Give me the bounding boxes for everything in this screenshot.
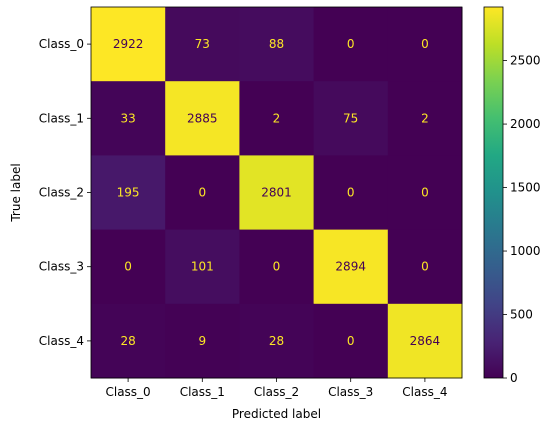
colorbar [483,6,504,379]
cell-value-label: 2864 [410,334,441,348]
colorbar-tick-label: 2500 [510,54,541,68]
cell-value-label: 195 [117,186,140,200]
cell-value-label: 88 [269,37,284,51]
heatmap-cell [239,155,315,231]
cell-value-labels: 2922 73 88 0 0 33 2885 2 75 2 195 0 2801 0 0 0 101 0 2894 0… [113,37,440,348]
colorbar-ticks: 0 500 1000 1500 2000 2500 [503,54,541,385]
cell-value-label: 2885 [187,111,218,125]
cell-value-label: 0 [273,260,281,274]
heatmap-cell [165,7,240,82]
y-axis-ticks: Class_0 Class_1 Class_2 Class_3 Class_4 [39,37,91,348]
cell-value-label: 0 [198,186,206,200]
heatmap-cell [387,303,463,379]
heatmap-cell [165,155,240,231]
colorbar-tick-label: 1500 [510,181,541,195]
cell-value-label: 0 [421,186,429,200]
heatmap-cell [91,303,166,379]
y-tick-label: Class_2 [39,186,84,200]
cell-value-label: 73 [195,37,210,51]
heatmap-cell [239,303,315,379]
x-tick-label: Class_2 [254,385,299,399]
heatmap-cell [239,7,315,82]
cell-value-label: 33 [120,111,135,125]
colorbar-tick-label: 500 [510,308,533,322]
heatmap-cell [313,229,389,305]
heatmap-cell [387,7,463,82]
heatmap-cell [91,155,166,231]
y-tick-label: Class_3 [39,260,84,274]
cell-value-label: 2 [421,111,429,125]
heatmap-cell [387,155,463,231]
cell-value-label: 0 [347,37,355,51]
cell-value-label: 2 [273,111,281,125]
cell-value-label: 0 [421,37,429,51]
cell-value-label: 101 [191,260,214,274]
colorbar-tick-label: 2000 [510,117,541,131]
heatmap-cell [91,81,166,156]
heatmap-cell [387,81,463,156]
cell-value-label: 9 [198,334,206,348]
cell-value-label: 0 [347,334,355,348]
x-axis-ticks: Class_0 Class_1 Class_2 Class_3 Class_4 [105,378,448,399]
cell-value-label: 0 [347,186,355,200]
heatmap-cells [91,7,463,379]
x-tick-label: Class_0 [105,385,150,399]
x-tick-label: Class_4 [402,385,447,399]
heatmap-cell [313,155,389,231]
y-axis-label: True label [9,163,23,222]
cell-value-label: 2922 [113,37,144,51]
x-axis-label: Predicted label [232,407,321,421]
heatmap-cell [91,7,166,82]
heatmap-cell [91,229,166,305]
x-tick-label: Class_3 [328,385,373,399]
cell-value-label: 0 [421,260,429,274]
y-tick-label: Class_4 [39,334,84,348]
cell-value-label: 28 [269,334,284,348]
heatmap-cell [165,229,240,305]
heatmap-cell [387,229,463,305]
heatmap-cell [165,303,240,379]
colorbar-tick-label: 0 [510,371,518,385]
cell-value-label: 28 [120,334,135,348]
cell-value-label: 2801 [261,186,292,200]
heatmap-cell [313,303,389,379]
heatmap-cell [239,81,315,156]
cell-value-label: 75 [343,111,358,125]
heatmap-cell [239,229,315,305]
heatmap-cell [313,7,389,82]
y-tick-label: Class_1 [39,111,84,125]
cell-value-label: 2894 [335,260,366,274]
colorbar-tick-label: 1000 [510,244,541,258]
heatmap-cell [313,81,389,156]
x-tick-label: Class_1 [180,385,225,399]
cell-value-label: 0 [124,260,132,274]
heatmap-cell [165,81,240,156]
y-tick-label: Class_0 [39,37,84,51]
